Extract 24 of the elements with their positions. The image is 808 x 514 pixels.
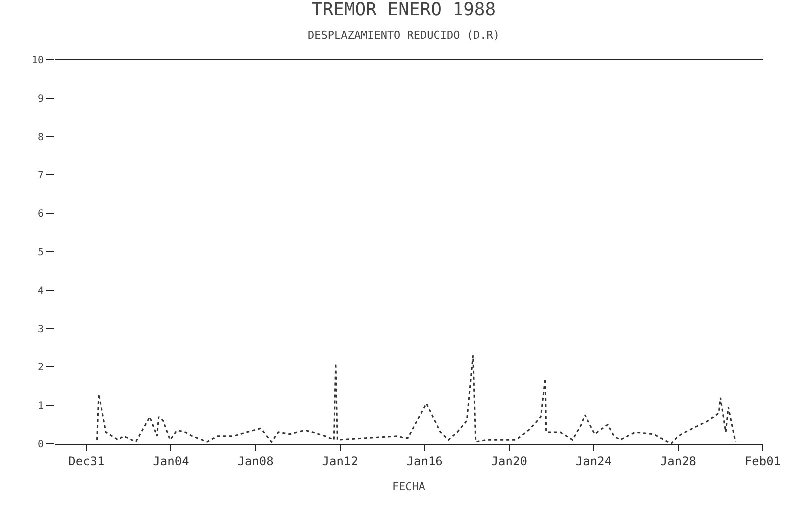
y-tick-label: 1 [38, 401, 44, 412]
y-tick-label: 7 [38, 170, 44, 182]
y-tick-label: 10 [32, 56, 44, 66]
y-tick-label: 2 [38, 362, 44, 374]
y-tick-label: 0 [38, 440, 44, 450]
chart-subtitle: DESPLAZAMIENTO REDUCIDO (D.R) [308, 28, 500, 42]
x-axis-title: FECHA [392, 480, 426, 494]
x-tick-label: Jan20 [491, 454, 528, 468]
x-tick-label: Feb01 [744, 454, 782, 468]
chart-title: TREMOR ENERO 1988 [312, 0, 496, 20]
x-tick-label: Jan28 [660, 454, 697, 468]
x-tick-label: Jan16 [406, 454, 443, 468]
y-tick-label: 4 [38, 286, 44, 297]
y-tick-label: 6 [38, 209, 44, 220]
y-tick-label: 3 [38, 324, 44, 336]
line-series [96, 354, 736, 444]
y-tick-label: 9 [38, 94, 44, 105]
y-tick-label: 5 [38, 248, 44, 258]
x-tick-label: Jan04 [153, 454, 190, 468]
y-tick-label: 8 [38, 132, 44, 144]
x-tick-label: Dec31 [68, 454, 105, 468]
x-tick-label: Jan08 [238, 454, 274, 468]
x-tick-label: Jan24 [576, 454, 612, 468]
x-tick-label: Jan12 [322, 454, 358, 468]
